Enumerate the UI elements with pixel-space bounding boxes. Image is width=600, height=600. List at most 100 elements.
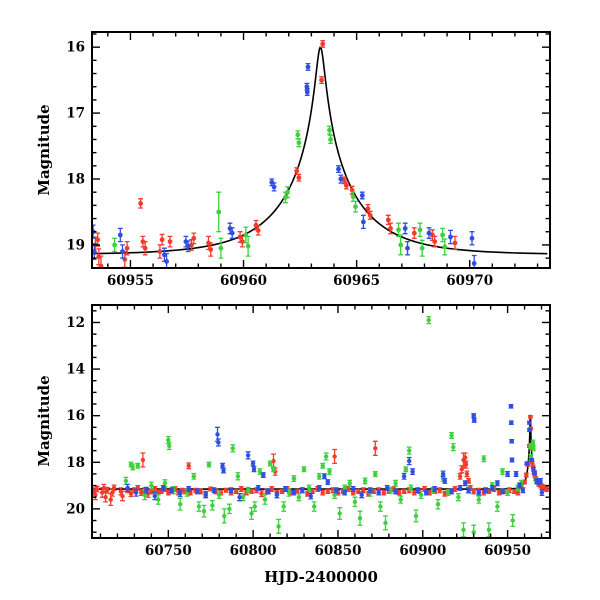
data-point [112, 242, 117, 248]
data-point [385, 217, 391, 223]
data-point [373, 446, 378, 451]
data-point [396, 227, 401, 233]
data-point [240, 495, 246, 500]
data-point [94, 486, 100, 492]
data-point [227, 506, 232, 512]
data-point [440, 232, 445, 238]
data-point [352, 499, 358, 505]
data-point [208, 247, 214, 252]
data-point [159, 237, 165, 243]
x-tick-label: 60955 [107, 273, 154, 289]
data-point [328, 137, 333, 142]
data-point [124, 245, 130, 251]
data-point [306, 485, 312, 491]
data-point [130, 464, 135, 470]
data-point [388, 226, 393, 231]
data-point [524, 461, 529, 466]
data-point [223, 488, 229, 493]
data-point [108, 497, 113, 502]
data-point [452, 486, 458, 492]
data-point [216, 440, 221, 445]
data-point [424, 490, 429, 495]
data-point [357, 516, 363, 521]
data-point [274, 492, 280, 498]
data-point [530, 440, 536, 445]
data-point [452, 240, 458, 246]
data-point [471, 261, 477, 266]
data-point [255, 228, 261, 233]
data-point [218, 245, 224, 251]
data-point [291, 490, 297, 495]
data-point [401, 474, 407, 479]
data-point [365, 206, 371, 212]
data-point [361, 488, 366, 493]
y-tick-label: 17 [66, 106, 85, 122]
data-point [463, 455, 468, 460]
data-point [123, 478, 129, 484]
data-point [234, 489, 239, 494]
data-point [451, 444, 456, 450]
data-point [509, 420, 514, 425]
data-point [461, 527, 466, 532]
data-point [486, 527, 492, 532]
data-point [196, 504, 202, 509]
data-point [156, 497, 161, 502]
data-point [342, 485, 347, 491]
bottom-panel: 60750 60800 60850 60900 60950 12 14 16 18 20 [66, 304, 551, 559]
data-point [413, 513, 419, 519]
data-point [276, 524, 281, 529]
data-point [456, 495, 461, 500]
data-point [295, 132, 301, 138]
data-point [149, 483, 154, 488]
data-point [195, 489, 200, 494]
data-point [332, 454, 337, 459]
data-point [351, 486, 356, 492]
data-point [362, 478, 368, 484]
data-point [320, 463, 325, 468]
x-tick-label: 60800 [230, 543, 277, 559]
y-tick-label: 18 [66, 455, 85, 471]
data-point [342, 490, 347, 495]
data-point [169, 488, 174, 493]
data-point [217, 492, 222, 498]
data-point [296, 175, 302, 181]
data-point [186, 463, 191, 468]
data-point [427, 490, 432, 495]
data-point [211, 488, 217, 493]
x-tick-label: 60900 [399, 543, 446, 559]
data-point [515, 490, 520, 495]
top-panel-frame [91, 31, 551, 269]
data-point [476, 497, 481, 502]
data-point [105, 488, 110, 493]
data-point [216, 209, 222, 215]
data-point [215, 432, 220, 437]
series-survey-blue [92, 62, 477, 268]
data-point [135, 463, 140, 468]
data-point [398, 497, 403, 502]
x-tick-label: 60850 [315, 543, 362, 559]
data-point [110, 490, 115, 495]
data-point [520, 488, 526, 493]
data-point [157, 249, 163, 254]
data-point [466, 478, 471, 484]
data-point [510, 518, 515, 523]
data-point [140, 457, 146, 463]
data-point [185, 243, 191, 249]
data-point [117, 232, 123, 238]
data-point [505, 490, 510, 495]
data-point [167, 443, 172, 449]
data-point [120, 249, 125, 254]
data-point [95, 237, 101, 243]
data-point [144, 488, 149, 493]
data-point [206, 462, 212, 467]
data-point [327, 127, 332, 133]
data-point [442, 478, 447, 484]
data-point [133, 490, 139, 495]
data-point [220, 463, 225, 468]
data-point [471, 530, 476, 535]
data-point [544, 486, 549, 492]
series-survey-red [93, 39, 458, 268]
data-point [98, 263, 104, 268]
bottom-panel-frame [91, 304, 551, 539]
